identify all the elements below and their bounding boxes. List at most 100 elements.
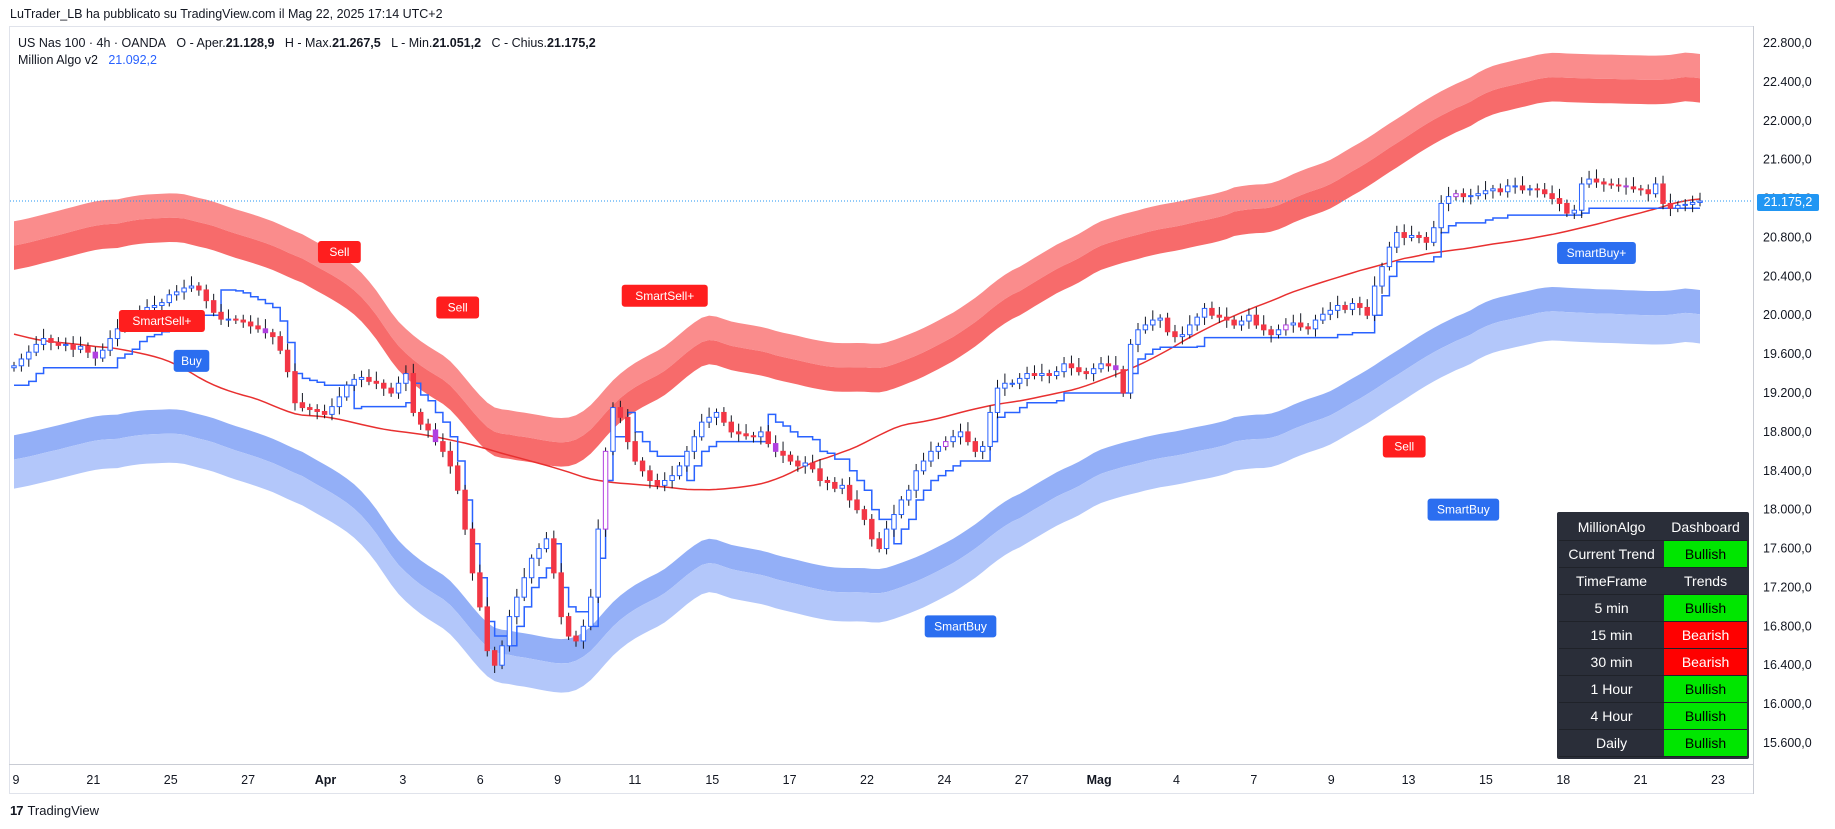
dashboard-row: 5 min Bullish bbox=[1559, 594, 1747, 622]
x-tick-label: 24 bbox=[937, 773, 951, 787]
sell-signal-label bbox=[317, 241, 361, 264]
indicator-legend[interactable]: Million Algo v2 21.092,2 bbox=[18, 52, 596, 69]
candle-bull bbox=[1697, 200, 1703, 203]
signal-text: Sell bbox=[1394, 439, 1414, 453]
candle-bull bbox=[1312, 319, 1319, 330]
candle-bull bbox=[358, 376, 365, 380]
signal-text: Sell bbox=[448, 300, 468, 314]
timeframe-label: 5 min bbox=[1559, 594, 1665, 622]
million-algo-trailing-line bbox=[14, 207, 1700, 647]
candle-bear bbox=[417, 411, 424, 425]
candle-bull bbox=[1349, 303, 1356, 310]
candle-bear bbox=[1623, 185, 1629, 188]
candle-bear bbox=[1083, 371, 1089, 375]
candle-bull bbox=[151, 305, 158, 308]
candle-bear bbox=[817, 468, 823, 482]
trends-header: Trends bbox=[1664, 567, 1747, 595]
candle-bear bbox=[832, 481, 838, 489]
candle-bear bbox=[1519, 185, 1526, 191]
x-tick-label: 17 bbox=[783, 773, 797, 787]
sell-signal-label bbox=[118, 310, 205, 333]
candle-bear bbox=[1305, 326, 1311, 330]
candle-bull bbox=[987, 411, 993, 447]
candle-bull bbox=[225, 318, 232, 321]
candle-bull bbox=[669, 475, 675, 481]
signal-text: SmartBuy bbox=[1437, 503, 1490, 517]
candle-bear bbox=[654, 480, 661, 486]
candle-bear bbox=[314, 409, 320, 412]
candle-bull bbox=[1689, 201, 1696, 205]
timeframe-header: TimeFrame bbox=[1559, 567, 1665, 595]
candle-bull bbox=[580, 625, 587, 642]
candle-bear bbox=[1534, 188, 1541, 191]
buy-signal-label bbox=[173, 349, 210, 372]
candle-bear bbox=[210, 300, 217, 313]
candle-bear bbox=[795, 460, 801, 467]
candle-bull bbox=[1238, 320, 1245, 326]
candle-bear bbox=[1113, 365, 1119, 371]
buy-signal-label bbox=[1427, 498, 1500, 521]
y-tick-label: 18.400,0 bbox=[1763, 464, 1812, 478]
y-tick-label: 16.000,0 bbox=[1763, 697, 1812, 711]
trend-value: Bearish bbox=[1664, 621, 1747, 649]
candle-bull bbox=[698, 421, 705, 438]
current-trend-label: Current Trend bbox=[1559, 540, 1665, 568]
high-value: 21.267,5 bbox=[332, 36, 381, 50]
x-tick-label: Mag bbox=[1087, 773, 1112, 787]
timeframe-label: Daily bbox=[1559, 729, 1665, 757]
dashboard-row: 30 min Bearish bbox=[1559, 648, 1747, 676]
x-tick-label: 21 bbox=[1634, 773, 1648, 787]
candle-bear bbox=[262, 328, 269, 334]
signal-text: SmartBuy+ bbox=[1567, 246, 1627, 260]
candle-bull bbox=[1024, 373, 1030, 379]
candle-bull bbox=[928, 450, 934, 462]
indicator-name: Million Algo v2 bbox=[18, 53, 98, 67]
candle-bull bbox=[344, 384, 350, 398]
candle-bull bbox=[1179, 334, 1186, 338]
candle-bull bbox=[1061, 363, 1067, 373]
candle-bear bbox=[469, 528, 476, 574]
candle-bull bbox=[898, 499, 905, 516]
trend-value: Bullish bbox=[1664, 729, 1747, 757]
candle-bear bbox=[861, 509, 868, 520]
trend-value: Bullish bbox=[1664, 675, 1747, 703]
candle-bear bbox=[388, 387, 394, 394]
candle-bear bbox=[299, 402, 306, 409]
footer-brand[interactable]: 17 TradingView bbox=[10, 803, 99, 818]
chart-legend: US Nas 100 · 4h · OANDA O - Aper.21.128,… bbox=[18, 35, 596, 69]
candle-bear bbox=[1342, 305, 1348, 310]
candle-bear bbox=[48, 338, 54, 343]
open-label: O - Aper. bbox=[176, 36, 226, 50]
candle-bull bbox=[994, 387, 1001, 413]
candle-bull bbox=[1652, 183, 1659, 195]
candle-bear bbox=[1172, 331, 1178, 338]
publish-info: LuTrader_LB ha pubblicato su TradingView… bbox=[10, 7, 443, 21]
candle-bull bbox=[610, 407, 616, 452]
candle-bear bbox=[780, 450, 786, 456]
lower-band-outer bbox=[14, 311, 1700, 693]
candle-bear bbox=[1667, 202, 1674, 209]
chart-pane[interactable] bbox=[9, 26, 1754, 794]
candle-bull bbox=[351, 378, 357, 386]
signal-text: SmartSell+ bbox=[132, 314, 191, 328]
high-label: H - Max. bbox=[284, 36, 333, 50]
candle-bull bbox=[1386, 246, 1393, 268]
y-tick-label: 20.000,0 bbox=[1763, 308, 1812, 322]
candle-bull bbox=[1408, 235, 1415, 238]
y-tick-label: 22.400,0 bbox=[1763, 75, 1812, 89]
candle-bull bbox=[107, 338, 113, 351]
candle-bull bbox=[1578, 183, 1585, 211]
timeframe-label: 4 Hour bbox=[1559, 702, 1665, 730]
candle-bear bbox=[558, 572, 564, 618]
x-tick-label: 15 bbox=[1479, 773, 1493, 787]
symbol-label[interactable]: US Nas 100 · 4h · OANDA bbox=[18, 36, 166, 50]
y-tick-label: 18.800,0 bbox=[1763, 425, 1812, 439]
candle-bear bbox=[743, 433, 749, 437]
low-value: 21.051,2 bbox=[432, 36, 482, 50]
candle-bull bbox=[1039, 373, 1045, 376]
candle-bull bbox=[173, 291, 180, 296]
candle-bear bbox=[292, 371, 298, 404]
candle-bull bbox=[1334, 305, 1341, 311]
candle-bull bbox=[506, 616, 513, 647]
